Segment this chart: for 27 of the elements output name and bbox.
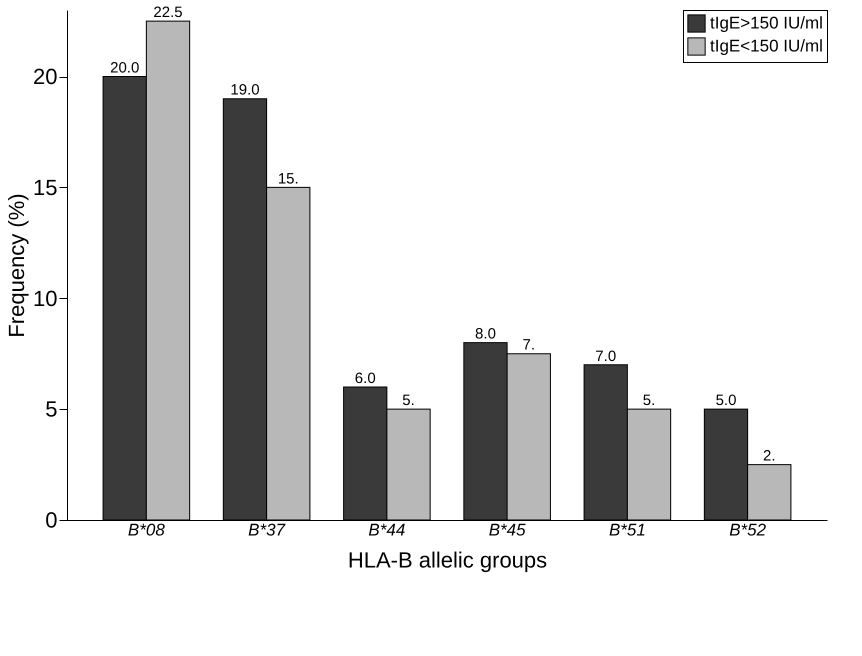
data-label: 22.5 — [153, 4, 183, 22]
y-tick-label: 20 — [33, 64, 58, 90]
y-tick-label: 15 — [33, 174, 58, 200]
data-label: 15. — [278, 170, 299, 188]
x-tick-label: B*37 — [248, 520, 286, 540]
data-label: 7.0 — [595, 348, 616, 365]
x-tick-label: B*08 — [128, 520, 166, 540]
y-axis-title: Frequency (%) — [4, 193, 30, 338]
data-label: 2. — [763, 448, 776, 465]
x-axis-title: HLA-B allelic groups — [348, 548, 548, 572]
data-label: 6.0 — [354, 370, 376, 387]
legend-label: tIgE<150 IU/ml — [710, 36, 823, 56]
data-label: 19.0 — [230, 82, 260, 99]
data-label: 8.0 — [475, 326, 496, 343]
y-tick-label: 10 — [33, 286, 58, 311]
y-tick-label: 0 — [45, 508, 58, 532]
y-tick-label: 5 — [45, 396, 58, 422]
data-label: 5. — [642, 392, 656, 410]
data-label: 20.0 — [110, 60, 140, 77]
x-tick-label: B*45 — [488, 520, 526, 540]
x-tick-label: B*51 — [608, 520, 646, 540]
legend-label: tIgE>150 IU/ml — [710, 14, 823, 32]
x-tick-label: B*44 — [368, 520, 406, 540]
x-tick-label: B*52 — [729, 520, 767, 540]
data-label: 5. — [402, 392, 415, 410]
data-label: 5.0 — [716, 392, 736, 410]
data-label: 7. — [522, 336, 536, 354]
